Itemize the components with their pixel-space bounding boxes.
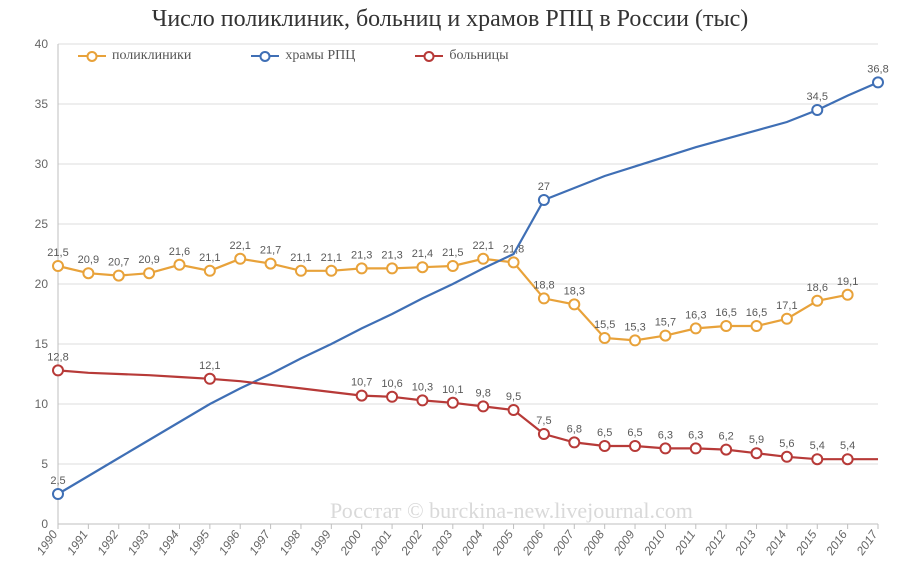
svg-text:2,5: 2,5	[50, 475, 65, 487]
svg-text:6,3: 6,3	[658, 429, 673, 441]
svg-text:21,3: 21,3	[381, 249, 402, 261]
svg-text:7,5: 7,5	[536, 415, 551, 427]
svg-text:2000: 2000	[337, 527, 365, 558]
svg-text:34,5: 34,5	[807, 91, 828, 103]
svg-text:21,5: 21,5	[47, 247, 68, 259]
svg-text:21,1: 21,1	[321, 252, 342, 264]
svg-text:2017: 2017	[853, 527, 881, 559]
svg-text:2001: 2001	[367, 528, 394, 559]
svg-text:21,6: 21,6	[169, 246, 190, 258]
svg-text:21,4: 21,4	[412, 248, 433, 260]
svg-text:2011: 2011	[671, 528, 698, 558]
svg-text:22,1: 22,1	[472, 240, 493, 252]
svg-text:5: 5	[41, 457, 48, 471]
svg-text:6,3: 6,3	[688, 429, 703, 441]
svg-text:2013: 2013	[732, 527, 760, 558]
svg-text:2016: 2016	[823, 527, 851, 558]
svg-text:12,1: 12,1	[199, 360, 220, 372]
svg-text:1997: 1997	[246, 527, 274, 558]
svg-text:1995: 1995	[186, 527, 213, 557]
svg-text:1990: 1990	[34, 527, 61, 557]
svg-text:5,4: 5,4	[840, 440, 855, 452]
svg-text:2004: 2004	[458, 527, 486, 558]
svg-text:21,1: 21,1	[290, 252, 311, 264]
svg-text:6,8: 6,8	[567, 423, 582, 435]
svg-text:1996: 1996	[216, 527, 243, 557]
svg-text:21,5: 21,5	[442, 247, 463, 259]
svg-text:2006: 2006	[519, 527, 547, 558]
svg-text:40: 40	[35, 37, 49, 51]
svg-text:15,7: 15,7	[655, 317, 676, 329]
svg-text:35: 35	[35, 97, 49, 111]
chart-container: Число поликлиник, больниц и храмов РПЦ в…	[0, 0, 900, 582]
svg-text:6,5: 6,5	[627, 427, 642, 439]
svg-text:2003: 2003	[428, 527, 456, 558]
svg-text:30: 30	[35, 157, 49, 171]
svg-text:21,1: 21,1	[199, 252, 220, 264]
svg-text:36,8: 36,8	[867, 63, 888, 75]
svg-text:2005: 2005	[489, 527, 517, 558]
svg-text:18,3: 18,3	[564, 285, 585, 297]
svg-text:5,9: 5,9	[749, 434, 764, 446]
svg-text:20: 20	[35, 277, 49, 291]
svg-text:2002: 2002	[398, 527, 426, 558]
chart-svg: 0510152025303540199019911992199319941995…	[0, 0, 900, 582]
svg-text:21,7: 21,7	[260, 245, 281, 257]
svg-text:2008: 2008	[580, 527, 608, 558]
svg-text:2009: 2009	[610, 527, 638, 558]
svg-text:20,9: 20,9	[78, 254, 99, 266]
svg-text:16,5: 16,5	[715, 307, 736, 319]
svg-text:5,6: 5,6	[779, 438, 794, 450]
svg-text:15,3: 15,3	[624, 321, 645, 333]
svg-text:16,3: 16,3	[685, 309, 706, 321]
svg-text:9,5: 9,5	[506, 391, 521, 403]
svg-text:16,5: 16,5	[746, 307, 767, 319]
svg-text:21,3: 21,3	[351, 249, 372, 261]
svg-text:10: 10	[35, 397, 49, 411]
svg-text:1991: 1991	[64, 528, 91, 558]
svg-text:1992: 1992	[94, 527, 121, 557]
svg-text:9,8: 9,8	[476, 387, 491, 399]
svg-text:6,2: 6,2	[718, 431, 733, 443]
svg-text:25: 25	[35, 217, 49, 231]
svg-text:2015: 2015	[792, 527, 820, 558]
svg-text:1999: 1999	[307, 527, 334, 557]
svg-text:12,8: 12,8	[47, 351, 68, 363]
svg-text:22,1: 22,1	[230, 240, 251, 252]
svg-text:20,9: 20,9	[138, 254, 159, 266]
svg-text:10,3: 10,3	[412, 381, 433, 393]
svg-text:15,5: 15,5	[594, 319, 615, 331]
svg-text:2012: 2012	[701, 527, 729, 558]
svg-text:27: 27	[538, 181, 550, 193]
svg-text:1994: 1994	[155, 527, 182, 557]
svg-text:10,6: 10,6	[381, 378, 402, 390]
svg-text:19,1: 19,1	[837, 276, 858, 288]
svg-text:1993: 1993	[125, 527, 152, 557]
svg-text:5,4: 5,4	[810, 440, 825, 452]
svg-text:10,7: 10,7	[351, 377, 372, 389]
svg-text:17,1: 17,1	[776, 300, 797, 312]
svg-text:15: 15	[35, 337, 49, 351]
svg-text:18,8: 18,8	[533, 279, 554, 291]
svg-text:2007: 2007	[549, 527, 577, 559]
svg-text:10,1: 10,1	[442, 384, 463, 396]
svg-text:2014: 2014	[762, 527, 790, 558]
svg-text:1998: 1998	[277, 527, 304, 557]
svg-text:6,5: 6,5	[597, 427, 612, 439]
svg-text:20,7: 20,7	[108, 257, 129, 269]
svg-text:18,6: 18,6	[807, 282, 828, 294]
svg-text:2010: 2010	[641, 527, 669, 558]
